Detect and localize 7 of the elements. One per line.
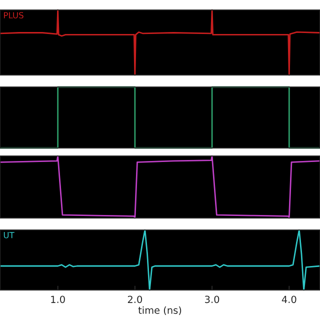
series-label: PLUS	[4, 12, 24, 18]
x-tick-label: 1.0	[51, 296, 65, 304]
x-tick-label: 3.0	[205, 296, 220, 304]
x-axis-title: time (ns)	[138, 306, 182, 316]
x-tick-label: 2.0	[128, 296, 142, 304]
x-tick-label: 4.0	[282, 296, 296, 304]
text: UT	[4, 232, 14, 238]
